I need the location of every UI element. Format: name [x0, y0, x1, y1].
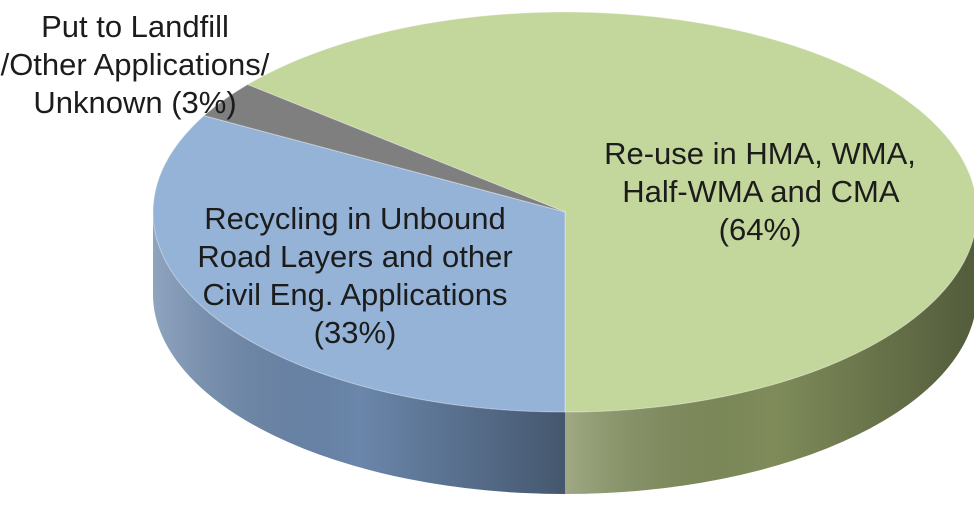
- slice-label: Re-use in HMA, WMA, Half-WMA and CMA (64…: [600, 135, 920, 249]
- pie-sides: [153, 212, 974, 494]
- slice: [246, 11, 974, 413]
- slice: [152, 115, 566, 413]
- category-label: Put to Landfill /Other Applications/ Unk…: [0, 9, 270, 120]
- slice-side-shade: [153, 212, 565, 494]
- slice-label-text: Recycling in Unbound Road Layers and oth…: [180, 200, 530, 352]
- slice-label-text: Re-use in HMA, WMA, Half-WMA and CMA (64…: [600, 135, 920, 249]
- slice-side-shade: [565, 236, 974, 494]
- slice: [202, 83, 566, 213]
- slice-label: Recycling in Unbound Road Layers and oth…: [180, 200, 530, 352]
- category-label: Re-use in HMA, WMA, Half-WMA and CMA: [604, 136, 916, 209]
- slice-label: Put to Landfill /Other Applications/ Unk…: [0, 8, 270, 122]
- labels: Re-use in HMA, WMA, Half-WMA and CMA (64…: [0, 8, 920, 352]
- value-label: (33%): [313, 315, 397, 350]
- value-label: (3%): [171, 85, 237, 120]
- category-label: Recycling in Unbound Road Layers and oth…: [197, 201, 513, 312]
- pie-tops: [152, 11, 974, 413]
- value-label: (64%): [718, 212, 802, 247]
- slice-label-text: Put to Landfill /Other Applications/ Unk…: [0, 8, 270, 122]
